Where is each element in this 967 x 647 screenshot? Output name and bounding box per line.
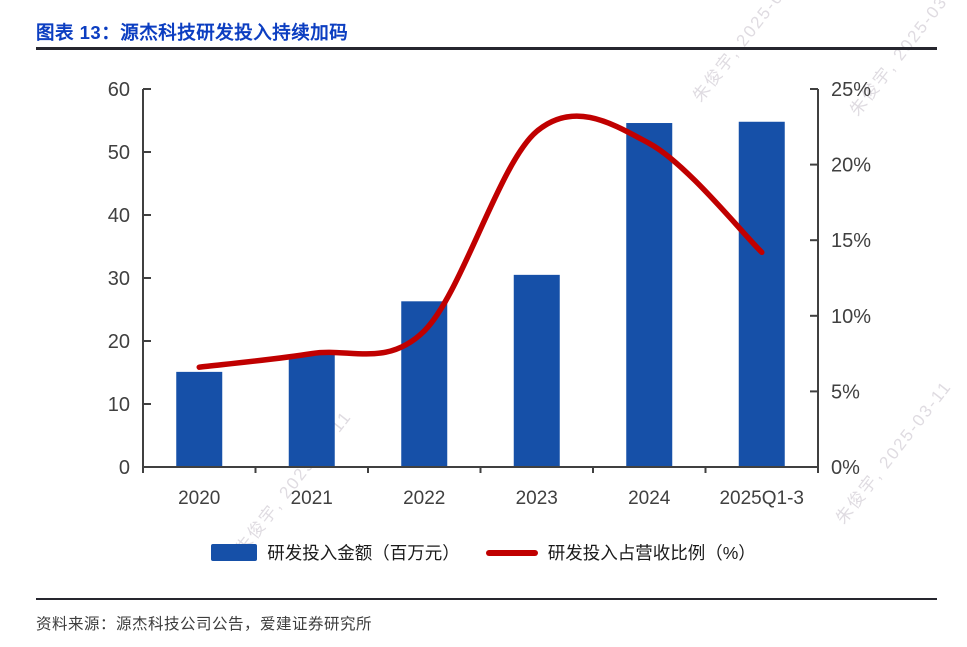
bar-series-swatch (211, 544, 258, 561)
x-axis-label: 2023 (516, 488, 558, 509)
x-axis-label: 2022 (403, 488, 445, 509)
right-axis-label: 15% (831, 230, 871, 252)
legend-item-line-series: 研发投入占营收比例（%） (485, 540, 756, 565)
right-axis-label: 20% (831, 155, 871, 177)
right-axis-label: 10% (831, 306, 871, 328)
bar-2023 (513, 274, 560, 467)
left-axis-label: 10 (108, 394, 130, 416)
figure-title: 图表 13：源杰科技研发投入持续加码 (36, 22, 349, 43)
right-axis-label: 5% (831, 381, 860, 403)
title-divider (36, 47, 937, 50)
source-divider (36, 598, 937, 600)
bar-2020 (176, 371, 223, 467)
x-axis-label: 2021 (291, 488, 333, 509)
right-axis-label: 25% (831, 79, 871, 101)
bar-2024 (626, 123, 673, 468)
bar-2022 (401, 301, 448, 467)
left-axis-label: 50 (108, 142, 130, 164)
line-series-swatch (485, 549, 538, 556)
bar-2025Q1-3 (738, 121, 785, 467)
x-axis-label: 2025Q1-3 (719, 488, 804, 509)
axis-frame (142, 89, 819, 468)
left-axis-label: 40 (108, 205, 130, 227)
left-axis-label: 30 (108, 268, 130, 290)
legend-item-bar-series: 研发投入金额（百万元） (211, 540, 460, 565)
bar-2021 (288, 354, 335, 467)
ratio-line (196, 113, 765, 370)
chart-legend: 研发投入金额（百万元） 研发投入占营收比例（%） (0, 540, 967, 565)
line-series-label: 研发投入占营收比例（%） (547, 543, 756, 563)
left-axis-label: 20 (108, 331, 130, 353)
bar-series-label: 研发投入金额（百万元） (267, 543, 460, 563)
x-axis-label: 2024 (628, 488, 671, 509)
left-axis-label: 60 (108, 79, 130, 101)
source-text: 资料来源：源杰科技公司公告，爱建证券研究所 (36, 616, 373, 633)
right-axis-label: 0% (831, 457, 860, 479)
x-axis-label: 2020 (178, 488, 220, 509)
left-axis-label: 0 (119, 457, 130, 479)
